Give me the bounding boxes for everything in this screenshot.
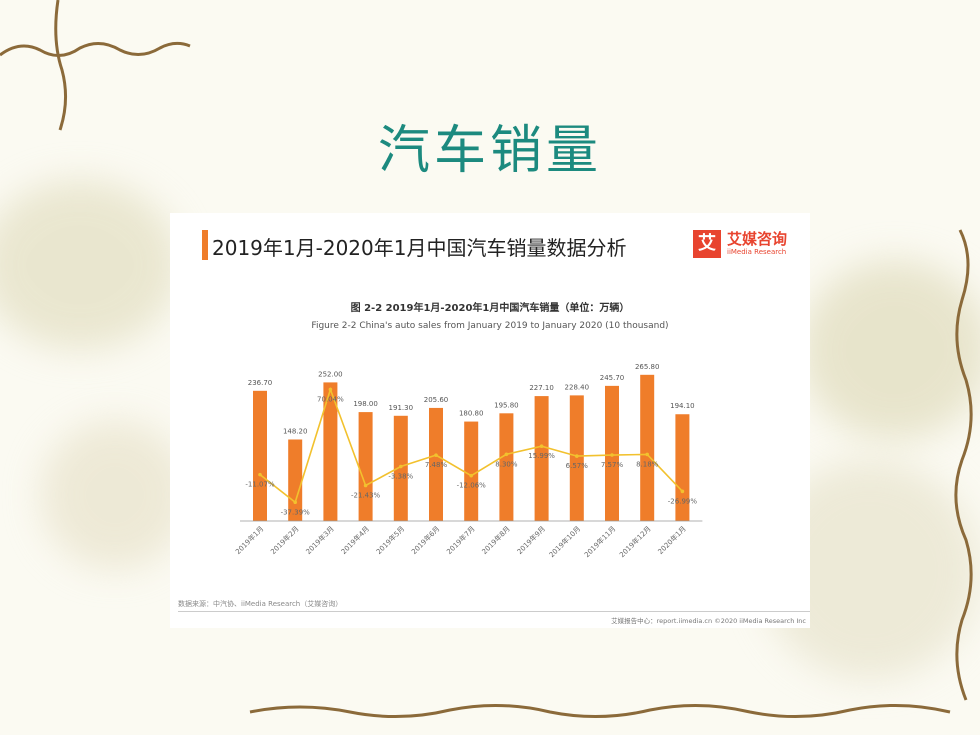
chart-subtitle: Figure 2-2 China's auto sales from Janua…	[311, 321, 669, 331]
bar-value-label: 245.70	[600, 374, 625, 382]
growth-value-label: 6.57%	[566, 462, 589, 470]
growth-value-label: -21.43%	[351, 492, 381, 500]
bar-value-label: 252.00	[318, 370, 343, 378]
bar-value-label: 228.40	[565, 383, 590, 391]
bar-value-label: 205.60	[424, 396, 449, 404]
growth-point	[328, 387, 333, 392]
x-tick-label: 2019年6月	[409, 524, 441, 556]
chart-bar	[393, 415, 408, 521]
chart-bar	[534, 396, 549, 521]
chart-bar	[640, 374, 655, 521]
x-tick-label: 2019年1月	[233, 524, 265, 556]
growth-value-label: -12.06%	[457, 482, 487, 490]
growth-value-label: -3.38%	[388, 473, 413, 481]
source-note: 数据来源：中汽协、iiMedia Research（艾媒咨询）	[178, 600, 343, 608]
chart-bar	[499, 413, 514, 521]
footer-divider	[178, 611, 810, 612]
chart-bar	[288, 439, 303, 521]
growth-point	[575, 454, 579, 458]
growth-point	[434, 453, 438, 457]
bar-value-label: 148.20	[283, 427, 308, 435]
x-tick-label: 2019年2月	[269, 524, 301, 556]
growth-point	[293, 500, 297, 505]
x-tick-label: 2019年5月	[374, 524, 406, 556]
chart-bar	[464, 421, 479, 521]
chart-card: 2019年1月-2020年1月中国汽车销量数据分析 艾 艾媒咨询 iiMedia…	[170, 213, 810, 628]
background-shape	[0, 180, 180, 350]
header-accent-bar	[202, 230, 208, 260]
x-tick-label: 2019年9月	[515, 524, 547, 556]
bar-value-label: 180.80	[459, 410, 484, 418]
background-shape	[40, 420, 190, 570]
growth-point	[539, 444, 544, 449]
x-tick-label: 2020年1月	[656, 524, 688, 556]
growth-point	[399, 464, 403, 469]
bar-value-label: 236.70	[248, 379, 273, 387]
bar-value-label: 227.10	[529, 384, 554, 392]
growth-value-label: -26.99%	[668, 497, 698, 505]
growth-value-label: 8.30%	[495, 460, 518, 468]
growth-point	[610, 453, 614, 457]
x-tick-label: 2019年10月	[547, 524, 582, 559]
growth-point	[645, 452, 649, 457]
background-shape	[800, 260, 980, 440]
x-tick-label: 2019年12月	[617, 524, 652, 559]
logo-icon: 艾	[693, 230, 721, 258]
chart-bar	[429, 407, 443, 521]
logo-subtitle: iiMedia Research	[727, 248, 787, 256]
growth-value-label: 15.99%	[528, 452, 555, 460]
chart-bar	[323, 382, 338, 521]
chart-bar	[675, 414, 690, 521]
chart-bar	[358, 412, 373, 521]
growth-value-label: 70.04%	[317, 395, 344, 403]
growth-point	[504, 452, 509, 457]
bar-value-label: 195.80	[494, 401, 519, 409]
logo-name: 艾媒咨询	[727, 230, 788, 248]
growth-value-label: -11.07%	[245, 481, 275, 489]
bar-value-label: 265.80	[635, 363, 660, 371]
x-tick-label: 2019年3月	[304, 524, 336, 556]
header-title: 2019年1月-2020年1月中国汽车销量数据分析	[212, 236, 627, 260]
x-tick-label: 2019年8月	[480, 524, 512, 556]
x-tick-label: 2019年4月	[339, 524, 371, 556]
growth-point	[469, 473, 474, 478]
chart-bar	[253, 390, 267, 521]
slide-title: 汽车销量	[377, 121, 602, 181]
growth-point	[680, 489, 685, 494]
x-tick-label: 2019年7月	[445, 524, 477, 556]
growth-point	[363, 483, 368, 488]
chart-title: 图 2-2 2019年1月-2020年1月中国汽车销量（单位：万辆）	[350, 303, 630, 314]
footer-note: 艾媒报告中心：report.iimedia.cn ©2020 iiMedia R…	[611, 617, 806, 625]
x-tick-label: 2019年11月	[582, 524, 617, 559]
growth-value-label: 7.48%	[425, 461, 448, 469]
growth-value-label: -37.39%	[281, 508, 311, 516]
growth-point	[258, 472, 262, 477]
growth-value-label: 7.57%	[601, 461, 624, 469]
chart-bar	[569, 395, 584, 521]
bar-value-label: 194.10	[670, 402, 695, 410]
chart-plot: 236.70 148.20 252.00 198.00 191.30 205.60 180.…	[233, 363, 703, 559]
bar-value-label: 191.30	[389, 404, 414, 412]
bar-value-label: 198.00	[353, 400, 378, 408]
growth-value-label: 8.18%	[636, 460, 659, 468]
